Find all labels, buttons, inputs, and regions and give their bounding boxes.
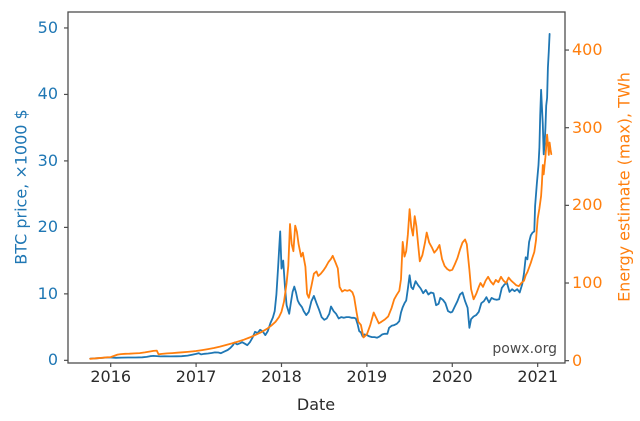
x-tick-label-2020: 2020 — [431, 367, 473, 386]
x-tick-label-2019: 2019 — [346, 367, 388, 386]
energy-estimate-line — [89, 133, 553, 360]
y-right-tick-label-200: 200 — [572, 195, 603, 215]
y-axis-label-right: Energy estimate (max), TWh — [614, 72, 634, 302]
y-axis-label-left: BTC price, ×1000 $ — [11, 109, 31, 265]
y-left-tick-label-10: 10 — [37, 283, 58, 303]
y-left-tick-label-20: 20 — [37, 217, 58, 237]
watermark-text: powx.org — [492, 341, 557, 357]
y-right-tick-label-0: 0 — [572, 350, 583, 370]
btc-price-line — [89, 33, 551, 360]
axes-spines — [67, 11, 566, 364]
x-axis-label: Date — [296, 395, 336, 414]
y-right-tick-label-100: 100 — [572, 273, 603, 292]
x-tick-label-2018: 2018 — [261, 367, 302, 386]
y-left-tick-label-40: 40 — [37, 84, 58, 104]
y-left-tick-label-0: 0 — [47, 350, 58, 370]
y-right-tick-label-400: 400 — [572, 40, 603, 60]
tick-marks — [64, 27, 569, 367]
x-tick-label-2017: 2017 — [175, 367, 217, 386]
y-left-tick-label-30: 30 — [37, 150, 58, 170]
x-tick-label-2021: 2021 — [517, 367, 559, 386]
y-left-tick-label-50: 50 — [37, 17, 58, 37]
y-right-tick-label-300: 300 — [572, 117, 603, 137]
x-tick-label-2016: 2016 — [90, 367, 132, 386]
